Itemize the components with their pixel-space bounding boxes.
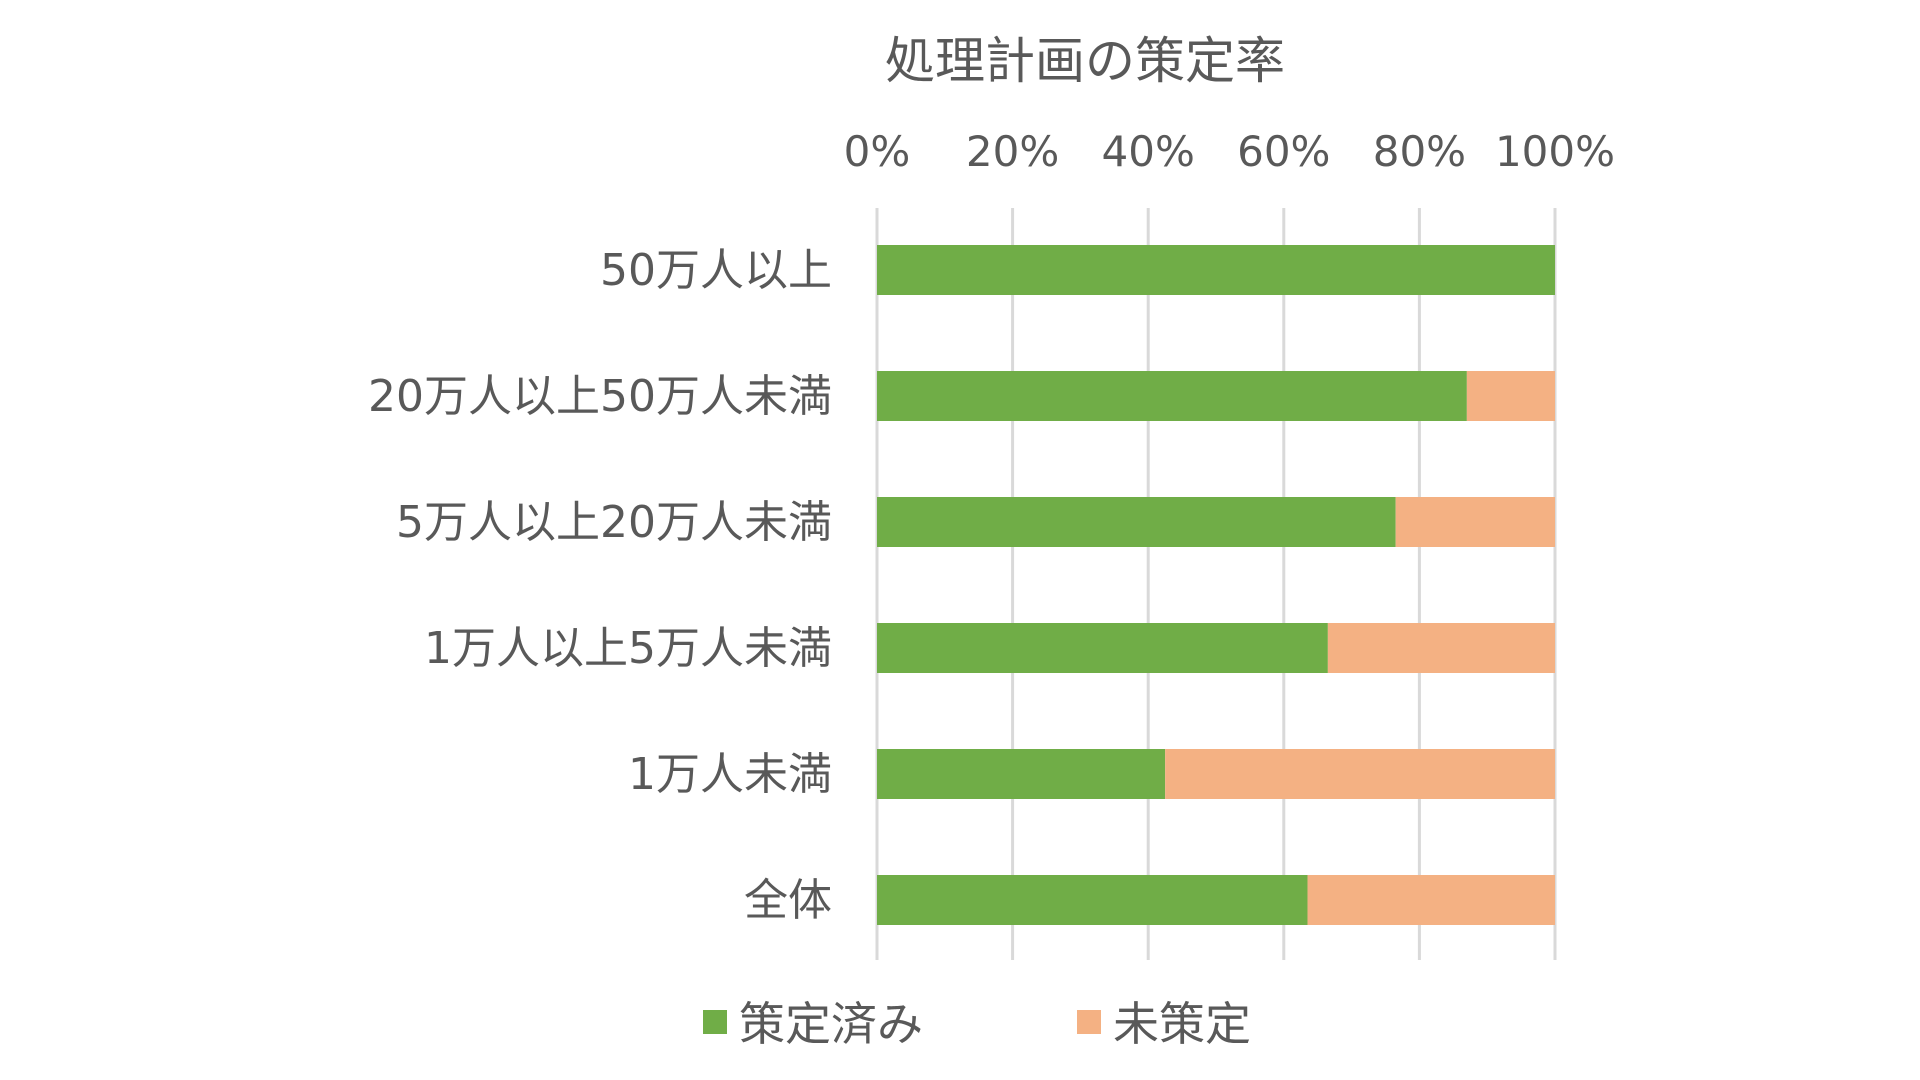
bar-segment bbox=[877, 875, 1308, 925]
legend: 策定済み 未策定 bbox=[703, 997, 1251, 1051]
category-label: 50万人以上 bbox=[600, 245, 832, 296]
x-tick-label: 20% bbox=[966, 127, 1059, 176]
category-label: 全体 bbox=[744, 875, 832, 926]
legend-label: 未策定 bbox=[1113, 997, 1251, 1051]
x-tick-label: 60% bbox=[1237, 127, 1330, 176]
category-labels: 50万人以上 20万人以上50万人未満 5万人以上20万人未満 1万人以上5万人未満 1… bbox=[368, 245, 832, 926]
bar-segment bbox=[877, 497, 1396, 547]
category-label: 1万人以上5万人未満 bbox=[424, 623, 832, 674]
category-label: 20万人以上50万人未満 bbox=[368, 371, 832, 422]
bar-segment bbox=[877, 245, 1555, 295]
legend-swatch bbox=[703, 1010, 727, 1034]
chart-title: 処理計画の策定率 bbox=[885, 32, 1285, 90]
bar-segment bbox=[1165, 749, 1555, 799]
bar-segment bbox=[1327, 623, 1555, 673]
x-tick-label: 80% bbox=[1373, 127, 1466, 176]
category-label: 5万人以上20万人未満 bbox=[396, 497, 832, 548]
legend-swatch bbox=[1077, 1010, 1101, 1034]
x-tick-label: 100% bbox=[1495, 127, 1615, 176]
legend-label: 策定済み bbox=[739, 997, 923, 1051]
bar-segment bbox=[1395, 497, 1555, 547]
bar-segment bbox=[877, 371, 1467, 421]
x-tick-label: 0% bbox=[844, 127, 911, 176]
x-tick-label: 40% bbox=[1102, 127, 1195, 176]
x-axis-ticks: 0% 20% 40% 60% 80% 100% bbox=[844, 127, 1615, 176]
bars bbox=[877, 245, 1555, 925]
bar-segment bbox=[877, 623, 1328, 673]
bar-segment bbox=[1307, 875, 1555, 925]
category-label: 1万人未満 bbox=[628, 749, 832, 800]
bar-segment bbox=[877, 749, 1166, 799]
gridlines bbox=[875, 208, 1557, 960]
bar-segment bbox=[1466, 371, 1555, 421]
